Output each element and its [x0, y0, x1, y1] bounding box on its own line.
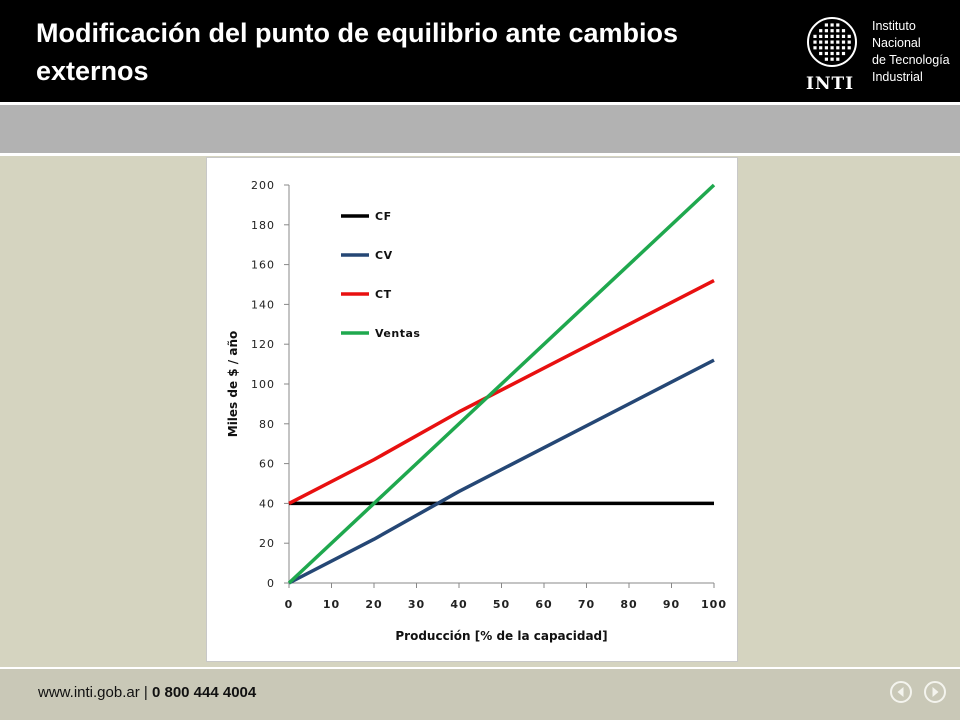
x-axis-label: Producción [% de la capacidad]: [395, 629, 607, 643]
x-tick-label: 10: [323, 598, 340, 611]
chevron-left-circle-icon: [897, 687, 904, 697]
footer-separator: |: [143, 684, 148, 701]
x-tick-label: 90: [663, 598, 680, 611]
logo-mark: INTI: [806, 74, 855, 94]
legend-label-ct: CT: [375, 288, 392, 301]
footer-url[interactable]: www.inti.gob.ar: [38, 684, 140, 701]
logo-name-line: Industrial: [872, 70, 923, 84]
x-tick-label: 40: [450, 598, 467, 611]
band-divider: [0, 153, 960, 156]
y-tick-label: 200: [251, 179, 275, 192]
x-tick-label: 80: [620, 598, 637, 611]
y-tick-label: 40: [259, 497, 275, 510]
y-tick-label: 140: [251, 298, 275, 311]
legend-label-cv: CV: [375, 249, 393, 262]
previous-slide-button[interactable]: [890, 681, 912, 703]
x-tick-label: 30: [408, 598, 425, 611]
x-tick-label: 50: [493, 598, 510, 611]
y-tick-label: 60: [259, 458, 275, 471]
x-tick-label: 0: [285, 598, 294, 611]
footer-phone: 0 800 444 4004: [151, 684, 257, 701]
header-divider: [0, 102, 960, 105]
x-tick-label: 70: [578, 598, 595, 611]
footer-divider: [0, 667, 960, 669]
inti-logo: INTI Instituto Nacional de Tecnología In…: [804, 14, 954, 94]
next-slide-button[interactable]: [924, 681, 946, 703]
y-tick-label: 120: [251, 338, 275, 351]
logo-name-line: Instituto: [872, 19, 916, 33]
x-tick-label: 20: [365, 598, 382, 611]
y-tick-label: 160: [251, 259, 275, 272]
slide-title-line-2: externos: [36, 56, 149, 86]
series-line-cv: [288, 358, 715, 585]
x-tick-label: 100: [701, 598, 727, 611]
y-tick-label: 20: [259, 537, 275, 550]
chart-panel: 0 20 40 60 80 100 120 140 160 180 200 0 10 20 30 40 50 60…: [206, 157, 738, 662]
break-even-chart: 0 20 40 60 80 100 120 140 160 180 200 0 10 20 30 40 50 60…: [226, 179, 727, 643]
chevron-right-circle-icon: [932, 687, 939, 697]
logo-institution-name: Instituto Nacional de Tecnología Industr…: [872, 18, 956, 86]
slide-title-line-1: Modificación del punto de equilibrio ant…: [36, 18, 679, 48]
logo-name-line: de Tecnología: [872, 53, 950, 67]
slide-title: Modificación del punto de equilibrio ant…: [36, 14, 756, 90]
slide-header: Modificación del punto de equilibrio ant…: [0, 0, 960, 102]
series-line-ventas: [287, 183, 716, 585]
logo-name-line: Nacional: [872, 36, 921, 50]
inti-logo-grid-icon: [807, 17, 857, 67]
legend-label-cf: CF: [375, 210, 392, 223]
y-tick-label: 180: [251, 219, 275, 232]
y-tick-label: 100: [251, 378, 275, 391]
y-tick-label: 0: [267, 577, 275, 590]
x-tick-label: 60: [535, 598, 552, 611]
series-line-ct: [288, 278, 715, 505]
slide-footer: www.inti.gob.ar | 0 800 444 4004: [0, 669, 960, 720]
legend-label-ventas: Ventas: [375, 327, 420, 340]
y-axis-label: Miles de $ / año: [226, 331, 240, 438]
subtitle-band: [0, 105, 960, 153]
footer-contact: www.inti.gob.ar | 0 800 444 4004: [38, 684, 256, 701]
y-tick-label: 80: [259, 418, 275, 431]
